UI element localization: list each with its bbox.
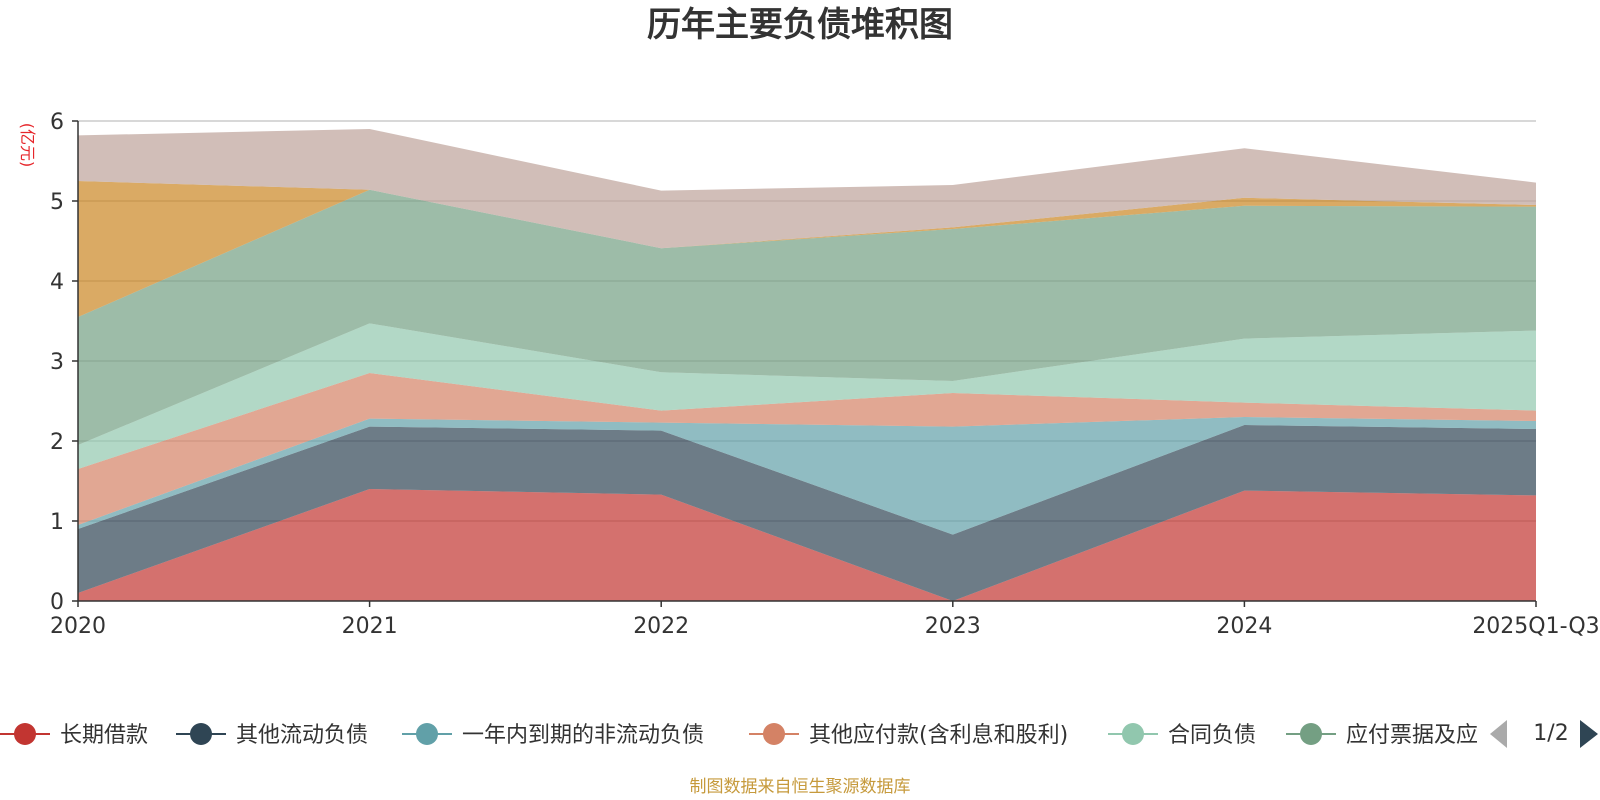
legend-marker-icon [1122,723,1144,745]
chart-title: 历年主要负债堆积图 [647,5,953,45]
area-其他 [78,129,1536,249]
area-其他应付款(含利息和股利) [78,373,1536,525]
area-长期借款 [78,489,1536,601]
legend-label: 应付票据及应 [1346,723,1478,748]
axes: 0 1 2 3 4 5 6 2020 2021 2022 2023 2024 2025Q1-Q3 [50,110,1600,639]
legend-item[interactable]: 其他流动负债 [176,723,368,748]
y-tick-label: 5 [50,190,64,215]
legend-item[interactable]: 长期借款 [0,723,148,748]
area-应付票据及应付账款 [78,189,1536,445]
legend-label: 长期借款 [60,723,148,748]
y-tick-label: 3 [50,350,64,375]
y-tick-label: 6 [50,110,64,135]
legend-prev-page-icon[interactable] [1490,720,1507,748]
y-axis-unit-label: (亿元) [18,123,37,168]
legend-marker-icon [14,723,36,745]
legend-label: 其他应付款(含利息和股利) [809,723,1068,748]
x-tick-label: 2021 [342,614,398,639]
x-tick-label: 2020 [50,614,106,639]
x-tick-label: 2023 [925,614,981,639]
y-tick-label: 4 [50,270,64,295]
y-tick-label: 2 [50,430,64,455]
legend-item[interactable]: 应付票据及应 [1286,723,1478,748]
area-短期借款 [78,181,1536,317]
legend-next-page-icon[interactable] [1580,720,1598,748]
area-series-layer [78,129,1536,601]
y-tick-label: 1 [50,510,64,535]
legend-item[interactable]: 一年内到期的非流动负债 [402,723,704,748]
area-其他流动负债 [78,425,1536,601]
y-tick-label: 0 [50,590,64,615]
legend-marker-icon [190,723,212,745]
legend-marker-icon [763,723,785,745]
legend-item[interactable]: 其他应付款(含利息和股利) [749,723,1068,748]
x-tick-label: 2022 [633,614,689,639]
x-tick-label: 2024 [1216,614,1272,639]
area-合同负债 [78,323,1536,469]
legend-item[interactable]: 合同负债 [1108,723,1256,748]
data-source-note: 制图数据来自恒生聚源数据库 [690,777,911,797]
legend-marker-icon [416,723,438,745]
legend-label: 一年内到期的非流动负债 [462,723,704,748]
legend-page-indicator: 1/2 [1533,721,1568,746]
legend-label: 合同负债 [1168,723,1256,748]
area-一年内到期的非流动负债 [78,417,1536,535]
legend-label: 其他流动负债 [236,723,368,748]
x-tick-label: 2025Q1-Q3 [1472,614,1599,639]
legend: 长期借款 其他流动负债 一年内到期的非流动负债 其他应付款(含利息和股利) 合同负债 应付… [0,723,1478,748]
legend-marker-icon [1300,723,1322,745]
